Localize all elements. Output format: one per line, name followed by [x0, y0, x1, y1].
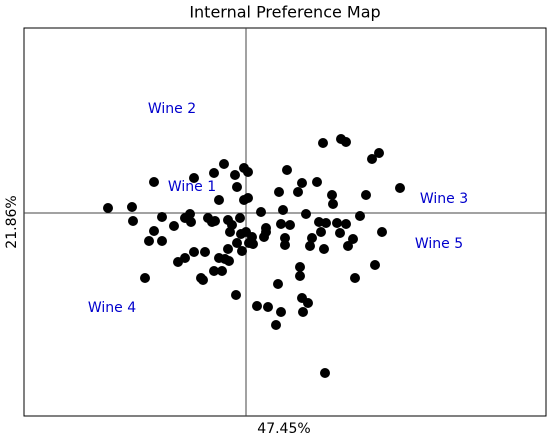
- point: [321, 218, 331, 228]
- annotation: Wine 5: [415, 236, 463, 252]
- point: [278, 205, 288, 215]
- point: [180, 253, 190, 263]
- point: [157, 236, 167, 246]
- point: [252, 301, 262, 311]
- annotation: Wine 1: [168, 179, 216, 195]
- point: [307, 233, 317, 243]
- point: [361, 190, 371, 200]
- point: [332, 218, 342, 228]
- point: [248, 239, 258, 249]
- point: [217, 266, 227, 276]
- point: [169, 221, 179, 231]
- point: [316, 227, 326, 237]
- point: [303, 298, 313, 308]
- annotation: Wine 4: [88, 300, 136, 316]
- point: [285, 220, 295, 230]
- point: [305, 241, 315, 251]
- point: [319, 244, 329, 254]
- point: [367, 154, 377, 164]
- point: [280, 233, 290, 243]
- point: [209, 266, 219, 276]
- point: [189, 173, 199, 183]
- point: [298, 307, 308, 317]
- point: [210, 216, 220, 226]
- point: [312, 177, 322, 187]
- point: [301, 209, 311, 219]
- point: [232, 182, 242, 192]
- point: [261, 223, 271, 233]
- point: [256, 207, 266, 217]
- point: [103, 203, 113, 213]
- point: [219, 159, 229, 169]
- point: [395, 183, 405, 193]
- point: [149, 226, 159, 236]
- point: [348, 234, 358, 244]
- point: [320, 368, 330, 378]
- x-axis-label: 47.45%: [257, 421, 310, 437]
- point: [198, 275, 208, 285]
- point: [214, 195, 224, 205]
- point: [263, 302, 273, 312]
- chart-title: Internal Preference Map: [189, 3, 380, 22]
- point: [149, 177, 159, 187]
- point: [297, 178, 307, 188]
- annotation: Wine 3: [420, 191, 468, 207]
- point: [237, 246, 247, 256]
- point: [227, 220, 237, 230]
- point: [186, 217, 196, 227]
- point: [230, 170, 240, 180]
- point: [157, 212, 167, 222]
- point: [318, 138, 328, 148]
- point: [350, 273, 360, 283]
- point: [355, 211, 365, 221]
- point: [200, 247, 210, 257]
- point: [128, 216, 138, 226]
- point: [185, 209, 195, 219]
- point: [343, 241, 353, 251]
- point: [374, 148, 384, 158]
- point: [144, 236, 154, 246]
- point: [235, 213, 245, 223]
- point: [280, 240, 290, 250]
- point: [370, 260, 380, 270]
- point: [271, 320, 281, 330]
- point: [293, 187, 303, 197]
- point: [140, 273, 150, 283]
- point: [327, 190, 337, 200]
- annotation: Wine 2: [148, 101, 196, 117]
- point: [335, 228, 345, 238]
- point: [295, 271, 305, 281]
- point: [341, 137, 351, 147]
- point: [189, 247, 199, 257]
- point: [231, 290, 241, 300]
- point: [341, 219, 351, 229]
- point: [377, 227, 387, 237]
- point: [243, 167, 253, 177]
- point: [243, 193, 253, 203]
- point: [276, 307, 286, 317]
- point: [328, 199, 338, 209]
- point: [209, 168, 219, 178]
- point: [232, 238, 242, 248]
- point: [127, 202, 137, 212]
- point: [223, 244, 233, 254]
- point: [295, 262, 305, 272]
- point: [276, 219, 286, 229]
- point: [224, 256, 234, 266]
- point: [282, 165, 292, 175]
- point: [273, 279, 283, 289]
- point: [274, 187, 284, 197]
- plot-frame: [23, 27, 547, 417]
- y-axis-label: 21.86%: [4, 195, 20, 248]
